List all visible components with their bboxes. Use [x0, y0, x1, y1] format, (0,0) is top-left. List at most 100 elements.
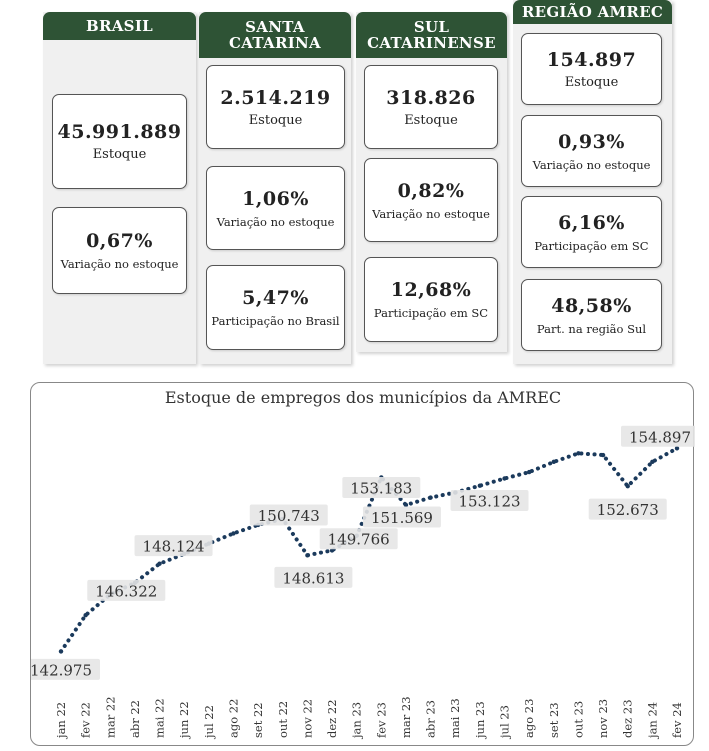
x-tick-label: jan 24 [645, 702, 659, 740]
data-label: 150.743 [258, 507, 320, 525]
data-label-bg [588, 498, 667, 520]
data-label: 153.123 [459, 492, 521, 510]
amrec-participacao-sul-card: 48,58% Part. na região Sul [521, 279, 662, 351]
data-label-bg [450, 489, 529, 511]
data-label: 148.124 [143, 538, 205, 556]
panel-santa-catarina-header: SANTA CATARINA [199, 12, 351, 58]
data-label-bg [342, 476, 421, 498]
sul-participacao-label: Participação em SC [373, 306, 489, 320]
data-point [157, 561, 162, 566]
data-point [502, 476, 507, 481]
amrec-participacao-sul-value: 48,58% [551, 294, 632, 317]
data-label: 151.569 [371, 509, 433, 527]
sc-estoque-card: 2.514.219 Estoque [206, 65, 345, 149]
data-label-bg [134, 535, 213, 557]
x-tick-label: ago 22 [226, 699, 240, 738]
x-tick-label: set 23 [547, 702, 561, 738]
sc-participacao-label: Participação no Brasil [211, 314, 340, 328]
x-tick-label: fev 23 [374, 702, 388, 738]
x-tick-label: mai 22 [153, 698, 167, 738]
data-point [329, 548, 335, 553]
panel-regiao-amrec: REGIÃO AMREC 154.897 Estoque 0,93% Varia… [513, 0, 672, 364]
amrec-participacao-sc-label: Participação em SC [534, 238, 649, 253]
sul-participacao-value: 12,68% [390, 279, 472, 301]
x-tick-label: out 22 [276, 701, 290, 738]
data-label: 154.897 [629, 428, 691, 446]
data-label-bg [31, 658, 100, 680]
x-tick-label: mar 22 [103, 696, 117, 738]
amrec-participacao-sc-card: 6,16% Participação em SC [521, 196, 662, 268]
panel-brasil: BRASIL 45.991.889 Estoque 0,67% Variação… [43, 12, 196, 364]
sc-estoque-label: Estoque [248, 112, 303, 128]
x-tick-label: dez 23 [621, 699, 635, 738]
x-tick-label: set 22 [251, 702, 265, 738]
x-tick-label: jun 22 [177, 701, 191, 740]
brasil-estoque-value: 45.991.889 [57, 121, 182, 143]
x-tick-label: nov 23 [596, 699, 610, 738]
data-point [477, 483, 483, 488]
sul-estoque-card: 318.826 Estoque [364, 65, 498, 149]
panel-sul-catarinense-header: SUL CATARINENSE [356, 12, 507, 58]
x-tick-label: dez 22 [325, 699, 339, 738]
data-point [600, 452, 606, 458]
data-label-bg [362, 506, 441, 528]
panel-regiao-amrec-header: REGIÃO AMREC [513, 0, 672, 24]
data-label-bg [249, 504, 328, 526]
data-label: 152.673 [597, 501, 659, 519]
x-tick-label: out 23 [571, 701, 585, 738]
brasil-estoque-card: 45.991.889 Estoque [52, 94, 187, 189]
amrec-variacao-label: Variação no estoque [532, 157, 651, 172]
sc-variacao-label: Variação no estoque [216, 214, 335, 229]
x-tick-label: fev 22 [79, 702, 93, 738]
x-tick-label: jan 23 [350, 702, 364, 740]
amrec-variacao-card: 0,93% Variação no estoque [521, 115, 662, 187]
sul-estoque-label: Estoque [404, 112, 458, 128]
sul-estoque-value: 318.826 [386, 86, 476, 109]
data-label-bg [319, 528, 398, 550]
data-point [650, 459, 655, 465]
data-label: 149.766 [328, 531, 390, 549]
sul-variacao-card: 0,82% Variação no estoque [364, 158, 498, 242]
brasil-variacao-value: 0,67% [86, 230, 153, 252]
sul-variacao-label: Variação no estoque [372, 206, 490, 221]
panel-santa-catarina: SANTA CATARINA 2.514.219 Estoque 1,06% V… [199, 12, 351, 364]
x-tick-label: mai 23 [448, 698, 462, 738]
sc-estoque-value: 2.514.219 [220, 86, 331, 109]
amrec-estoque-card: 154.897 Estoque [521, 33, 662, 105]
panel-sul-catarinense: SUL CATARINENSE 318.826 Estoque 0,82% Va… [356, 12, 507, 352]
brasil-variacao-card: 0,67% Variação no estoque [52, 207, 187, 294]
brasil-variacao-label: Variação no estoque [60, 257, 179, 271]
data-label: 146.322 [95, 582, 157, 600]
data-point [625, 483, 630, 489]
panel-regiao-amrec-title: REGIÃO AMREC [521, 3, 664, 21]
data-point [403, 502, 409, 508]
data-point [58, 649, 64, 654]
x-tick-label: nov 22 [300, 699, 314, 738]
amrec-participacao-sc-value: 6,16% [558, 211, 625, 234]
data-point [576, 451, 581, 456]
data-point [526, 469, 532, 475]
data-point [674, 446, 680, 451]
data-label: 142.975 [31, 661, 92, 679]
data-label-bg [621, 425, 695, 447]
amrec-participacao-sul-label: Part. na região Sul [536, 321, 647, 336]
panel-brasil-title: BRASIL [86, 17, 153, 35]
x-tick-label: jul 22 [202, 705, 216, 740]
sc-participacao-card: 5,47% Participação no Brasil [206, 265, 345, 350]
panel-brasil-header: BRASIL [43, 12, 196, 40]
amrec-variacao-value: 0,93% [558, 130, 625, 153]
amrec-estoque-value: 154.897 [546, 48, 637, 71]
chart-container: Estoque de empregos dos municípios da AM… [30, 382, 695, 746]
data-point [551, 459, 556, 465]
x-tick-label: jul 23 [498, 705, 512, 740]
x-tick-label: ago 23 [522, 699, 536, 738]
panel-santa-catarina-title-line2: CATARINA [229, 34, 321, 52]
x-tick-label: fev 24 [670, 702, 684, 738]
data-label-bg [87, 579, 166, 601]
panel-sul-catarinense-title-line2: CATARINENSE [367, 34, 496, 52]
data-point [83, 612, 88, 618]
data-point [305, 553, 310, 558]
sc-participacao-value: 5,47% [242, 287, 309, 309]
sc-variacao-value: 1,06% [242, 187, 309, 210]
x-tick-label: jun 23 [473, 701, 487, 740]
